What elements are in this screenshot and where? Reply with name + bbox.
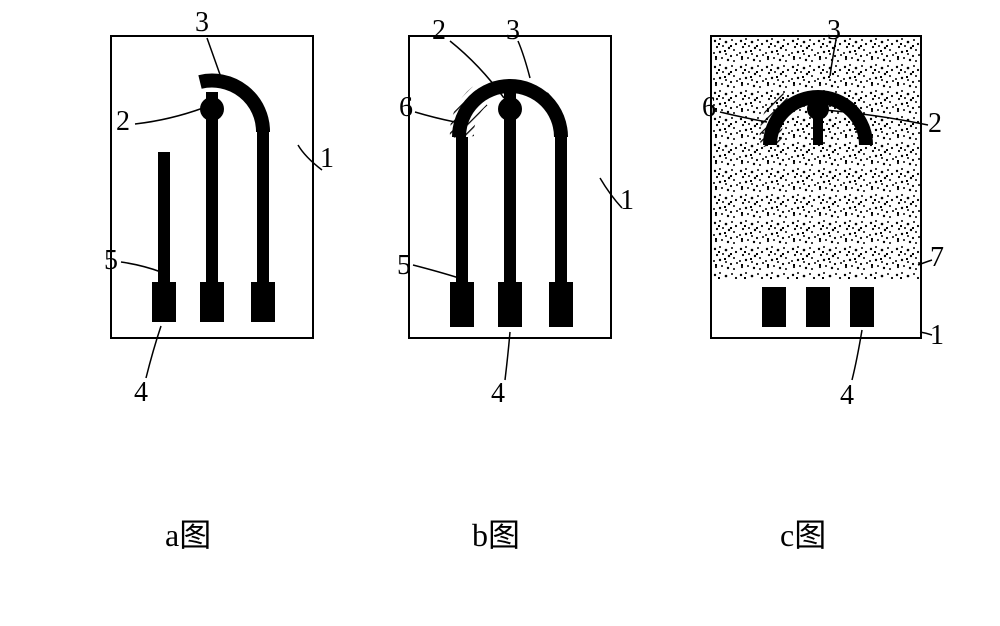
label-c-6: 6	[702, 92, 716, 124]
label-a-1: 1	[320, 143, 334, 175]
panel-c-svg	[712, 37, 920, 337]
label-c-4: 4	[840, 380, 854, 412]
label-a-3: 3	[195, 7, 209, 39]
label-a-4: 4	[134, 377, 148, 409]
panel-b-svg	[410, 37, 610, 337]
figure-canvas: 3 2 1 5 4 2 3 6 1 5 4 3 2 6 7 1 4 a图 b图 …	[0, 0, 1000, 626]
caption-b: b图	[472, 510, 520, 556]
label-b-5: 5	[397, 250, 411, 282]
label-c-7: 7	[930, 242, 944, 274]
label-b-3: 3	[506, 15, 520, 47]
label-c-1: 1	[930, 320, 944, 352]
panel-a-svg	[112, 37, 312, 337]
caption-a: a图	[165, 510, 211, 556]
panel-b	[408, 35, 612, 339]
label-b-6: 6	[399, 92, 413, 124]
label-a-5: 5	[104, 245, 118, 277]
label-a-2: 2	[116, 106, 130, 138]
caption-c: c图	[780, 510, 826, 556]
panel-c	[710, 35, 922, 339]
label-b-2: 2	[432, 15, 446, 47]
label-b-4: 4	[491, 378, 505, 410]
label-c-3: 3	[827, 15, 841, 47]
label-c-2: 2	[928, 108, 942, 140]
label-b-1: 1	[620, 185, 634, 217]
panel-a	[110, 35, 314, 339]
